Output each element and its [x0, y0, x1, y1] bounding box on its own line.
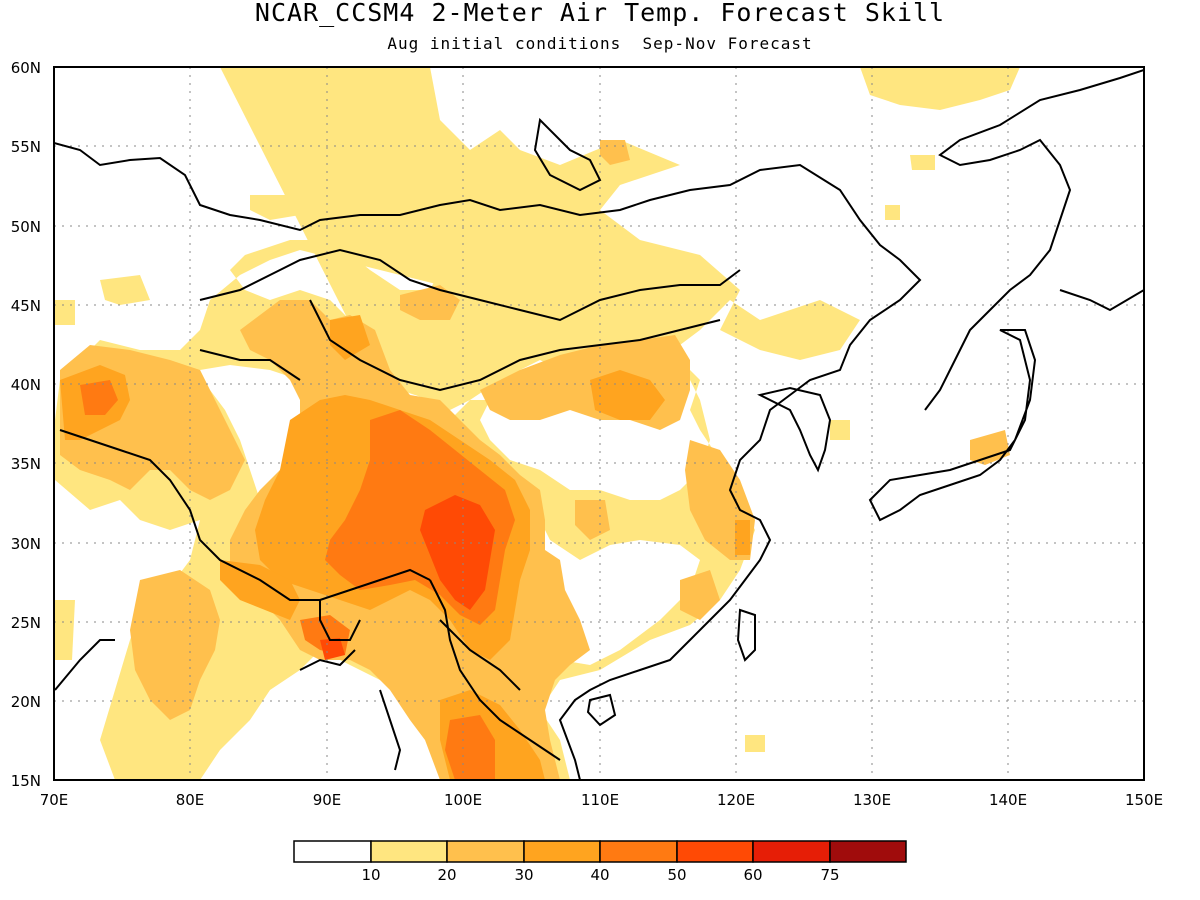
- skill-region-10-20: [885, 205, 900, 220]
- y-tick-label: 40N: [11, 376, 41, 394]
- x-tick-label: 80E: [176, 791, 205, 809]
- y-tick-label: 25N: [11, 614, 41, 632]
- skill-region-40-50: [80, 380, 118, 415]
- x-tick-label: 100E: [444, 791, 482, 809]
- colorbar-label: 50: [667, 866, 686, 884]
- y-tick-label: 20N: [11, 693, 41, 711]
- skill-region-40-50: [445, 715, 495, 780]
- skill-region-10-20: [100, 275, 150, 305]
- colorbar-swatch: [446, 840, 525, 863]
- skill-region-10-20: [745, 735, 765, 752]
- x-tick-label: 110E: [581, 791, 619, 809]
- colorbar-swatch: [829, 840, 907, 863]
- colorbar-swatch: [523, 840, 601, 863]
- skill-region-10-20: [860, 67, 1020, 110]
- x-tick-label: 140E: [989, 791, 1027, 809]
- coastlines: [54, 69, 1144, 780]
- y-axis-ticks: 15N 20N 25N 30N 35N 40N 45N 50N 55N 60N: [11, 59, 41, 790]
- skill-region-50-60: [320, 638, 345, 660]
- country-borders: [59, 248, 741, 761]
- skill-region-50-60: [420, 495, 495, 610]
- skill-region-20-30: [970, 430, 1010, 465]
- skill-field: [55, 67, 1020, 780]
- skill-region-10-20: [55, 600, 75, 660]
- colorbar-label: 20: [437, 866, 456, 884]
- colorbar-swatch: [370, 840, 448, 863]
- colorbar-swatch: [752, 840, 831, 863]
- skill-region-30-40: [330, 315, 370, 360]
- y-tick-label: 45N: [11, 297, 41, 315]
- x-tick-label: 130E: [853, 791, 891, 809]
- skill-region-10-20: [820, 310, 850, 340]
- skill-region-20-30: [680, 570, 720, 620]
- y-tick-label: 30N: [11, 535, 41, 553]
- plot-frame: [53, 66, 1145, 781]
- colorbar-label: 60: [743, 866, 762, 884]
- skill-region-30-40: [220, 560, 300, 620]
- skill-region-10-20: [910, 155, 935, 170]
- colorbar-swatch: [676, 840, 754, 863]
- skill-region-10-20: [250, 195, 300, 220]
- x-axis-ticks: 70E 80E 90E 100E 110E 120E 130E 140E 150…: [40, 791, 1163, 809]
- map-subtitle: Aug initial conditions Sep-Nov Forecast: [387, 34, 813, 53]
- x-tick-label: 150E: [1125, 791, 1163, 809]
- x-tick-label: 70E: [40, 791, 69, 809]
- y-tick-label: 60N: [11, 59, 41, 77]
- skill-region-10-20: [55, 300, 75, 325]
- skill-region-20-30: [400, 285, 460, 320]
- colorbar-label: 40: [590, 866, 609, 884]
- skill-region-20-30: [130, 570, 220, 720]
- gridlines: [54, 67, 1144, 780]
- colorbar: 10 20 30 40 50 60 75: [293, 840, 907, 884]
- y-tick-label: 15N: [11, 772, 41, 790]
- colorbar-label: 10: [361, 866, 380, 884]
- colorbar-label: 30: [514, 866, 533, 884]
- x-tick-label: 120E: [717, 791, 755, 809]
- y-tick-label: 50N: [11, 218, 41, 236]
- colorbar-swatch: [599, 840, 678, 863]
- skill-region-10-20: [830, 420, 850, 440]
- skill-region-30-40: [735, 520, 750, 555]
- map-title: NCAR_CCSM4 2-Meter Air Temp. Forecast Sk…: [254, 0, 946, 27]
- y-tick-label: 35N: [11, 455, 41, 473]
- x-tick-label: 90E: [313, 791, 342, 809]
- colorbar-label: 75: [820, 866, 839, 884]
- colorbar-swatch: [293, 840, 372, 863]
- skill-region-30-40: [590, 370, 665, 420]
- y-tick-label: 55N: [11, 138, 41, 156]
- skill-region-20-30: [575, 500, 610, 540]
